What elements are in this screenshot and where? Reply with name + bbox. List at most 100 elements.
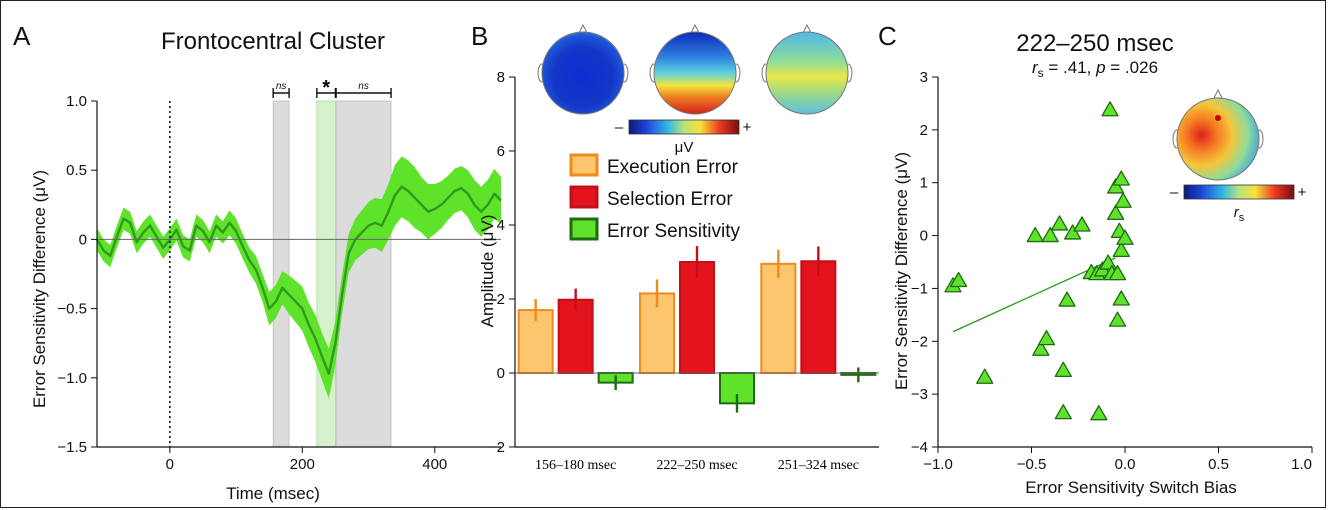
panel-c-stats: rs = .41, p = .026 (1032, 58, 1158, 80)
x-tick-label-2: 400 (422, 456, 447, 473)
mean-trace (95, 185, 502, 375)
y-tick-label-2: 1 (920, 175, 928, 192)
bars (517, 246, 877, 413)
window-label-1: * (322, 77, 330, 99)
y-tick-label-4: −1.0 (57, 370, 87, 387)
legend-item-execution: Execution Error (569, 153, 739, 178)
panel-c-title: 222–250 msec (1016, 30, 1173, 57)
panel-c-xlabel: Error Sensitivity Switch Bias (1025, 478, 1237, 497)
x-tick-label-1: 200 (290, 456, 315, 473)
stats-p-rest: = .026 (1106, 58, 1158, 77)
x-tick-label-3: 0.5 (1208, 456, 1229, 473)
stats-r-rest: = .41, (1044, 58, 1096, 77)
y-tick-label-4: −1 (911, 280, 928, 297)
x-tick-label-0: −1.0 (923, 456, 953, 473)
panel-c: C 222–250 msec rs = .41, p = .026 – + rs… (878, 21, 1313, 497)
y-tick-label-3: 0 (920, 228, 928, 245)
colorbar-b: – + μV (615, 119, 752, 156)
y-tick-label-3: 4 (497, 217, 505, 234)
y-tick-label-5: 8 (497, 69, 505, 86)
point-26 (1112, 170, 1130, 186)
topomap-c (1172, 88, 1264, 181)
point-7 (1050, 215, 1069, 231)
y-tick-label-4: 6 (497, 143, 505, 160)
point-23 (1108, 264, 1127, 281)
point-2 (976, 368, 994, 384)
panel-b-ylabel: Amplitude (μV) (478, 215, 497, 328)
legend-label-selection: Selection Error (607, 189, 733, 210)
y-tick-label-2: 2 (497, 291, 505, 308)
colorbar-c-label: rs (1234, 204, 1245, 224)
x-ticks: −1.0 −0.5 0.0 0.5 1.0 (923, 447, 1313, 473)
stats-r: r (1032, 58, 1039, 77)
legend-label-sensitivity: Error Sensitivity (607, 221, 741, 242)
point-6 (1041, 226, 1059, 243)
colorbar-c: – + rs (1170, 184, 1307, 224)
category-labels: 156–180 msec 222–250 msec 251–324 msec (535, 458, 859, 473)
category-label-1: 222–250 msec (656, 458, 737, 473)
y-tick-label-5: −2 (911, 333, 928, 350)
panel-a-ylabel: Error Sensitivity Difference (μV) (30, 170, 49, 408)
topomap-2 (649, 23, 741, 115)
analysis-windows (272, 100, 392, 448)
ci-area (97, 156, 501, 399)
point-27 (1112, 290, 1130, 306)
panel-a-letter: A (13, 21, 31, 51)
bar-2-1 (800, 260, 837, 375)
panel-a-title: Frontocentral Cluster (161, 28, 385, 55)
mean-line (95, 185, 502, 375)
bar-1-1 (679, 261, 715, 374)
colorbar-c-pos: + (1298, 184, 1307, 201)
legend: Execution Error Selection Error Error Se… (569, 153, 741, 242)
stats-p: p (1095, 58, 1105, 77)
legend-item-selection: Selection Error (569, 185, 733, 210)
x-tick-label-0: 0 (166, 456, 174, 473)
point-12 (1073, 216, 1091, 232)
point-15 (1090, 405, 1108, 421)
category-label-0: 156–180 msec (535, 458, 616, 473)
colorbar-b-neg: – (615, 119, 624, 136)
y-tick-label-1: 0.5 (66, 162, 87, 179)
point-3 (1026, 226, 1044, 243)
point-4 (1032, 340, 1050, 356)
window-label-0: ns (276, 81, 287, 92)
legend-item-sensitivity: Error Sensitivity (569, 217, 741, 242)
point-5 (1037, 329, 1056, 346)
colorbar-b-pos: + (743, 119, 752, 136)
category-label-2: 251–324 msec (778, 458, 859, 473)
y-tick-label-1: 2 (920, 122, 928, 139)
panel-a: A Frontocentral Cluster ns * ns 0 200 400 1.… (13, 21, 502, 503)
point-25 (1112, 241, 1130, 258)
x-tick-label-1: −0.5 (1017, 456, 1047, 473)
y-ticks: 3 2 1 0 −1 −2 −3 −4 (911, 69, 938, 456)
y-tick-label-1: 0 (497, 365, 505, 382)
panel-c-letter: C (878, 21, 897, 51)
point-18 (1101, 101, 1119, 117)
stats-r-sub: s (1038, 66, 1044, 80)
colorbar-c-neg: – (1170, 184, 1179, 201)
y-tick-label-6: −3 (911, 386, 928, 403)
point-8 (1054, 361, 1072, 378)
point-9 (1054, 403, 1072, 420)
panel-a-axes (96, 101, 501, 448)
topomap-3 (761, 23, 853, 115)
point-22 (1108, 311, 1127, 327)
window-label-2: ns (358, 81, 369, 92)
point-29 (1116, 229, 1134, 245)
panel-b-axes (514, 77, 879, 448)
legend-label-execution: Execution Error (607, 157, 739, 178)
y-tick-label-3: −0.5 (57, 301, 87, 318)
x-tick-label-2: 0.0 (1115, 456, 1136, 473)
colorbar-b-unit: μV (675, 139, 694, 156)
panel-b-letter: B (471, 21, 488, 51)
y-ticks: 1.0 0.5 0 −0.5 −1.0 −1.5 (57, 93, 97, 456)
x-ticks: 0 200 400 (166, 447, 447, 473)
point-1 (949, 271, 968, 288)
y-tick-label-7: −4 (911, 439, 928, 456)
topomap-1 (537, 23, 629, 115)
y-tick-label-0: 3 (920, 69, 928, 86)
confidence-band (97, 156, 501, 399)
panel-a-xlabel: Time (msec) (226, 484, 320, 503)
